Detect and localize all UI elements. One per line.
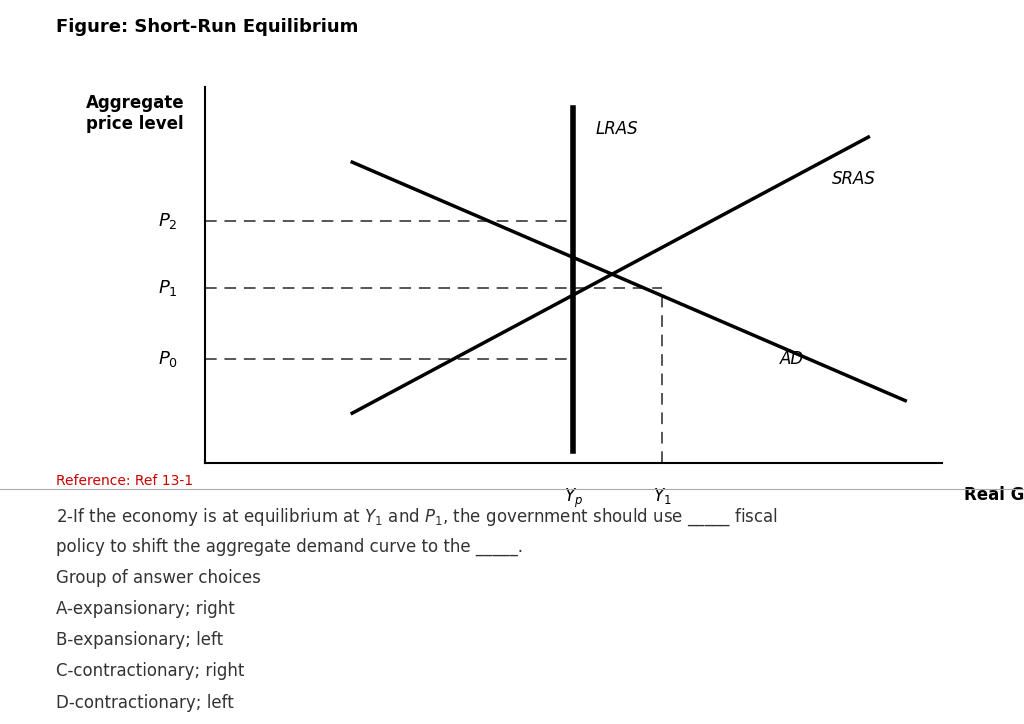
Text: Aggregate
price level: Aggregate price level (86, 94, 184, 133)
Text: Group of answer choices: Group of answer choices (56, 569, 261, 587)
Text: $P_1$: $P_1$ (158, 278, 178, 298)
Text: A-expansionary; right: A-expansionary; right (56, 600, 236, 618)
Text: $P_2$: $P_2$ (158, 211, 178, 231)
Text: C-contractionary; right: C-contractionary; right (56, 662, 245, 681)
Text: B-expansionary; left: B-expansionary; left (56, 631, 223, 649)
Text: D-contractionary; left: D-contractionary; left (56, 694, 234, 712)
Text: policy to shift the aggregate demand curve to the _____.: policy to shift the aggregate demand cur… (56, 538, 523, 556)
Text: Figure: Short-Run Equilibrium: Figure: Short-Run Equilibrium (56, 18, 358, 36)
Text: 2-If the economy is at equilibrium at $Y_1$ and $P_1$, the government should use: 2-If the economy is at equilibrium at $Y… (56, 507, 778, 529)
Text: SRAS: SRAS (831, 170, 876, 188)
Text: $P_0$: $P_0$ (158, 349, 178, 369)
Text: LRAS: LRAS (596, 120, 638, 138)
Text: $Y_1$: $Y_1$ (652, 487, 671, 506)
Text: Reference: Ref 13-1: Reference: Ref 13-1 (56, 474, 194, 488)
Text: Real GDP: Real GDP (965, 487, 1024, 505)
Text: AD: AD (780, 350, 804, 368)
Text: $Y_p$: $Y_p$ (564, 487, 583, 510)
